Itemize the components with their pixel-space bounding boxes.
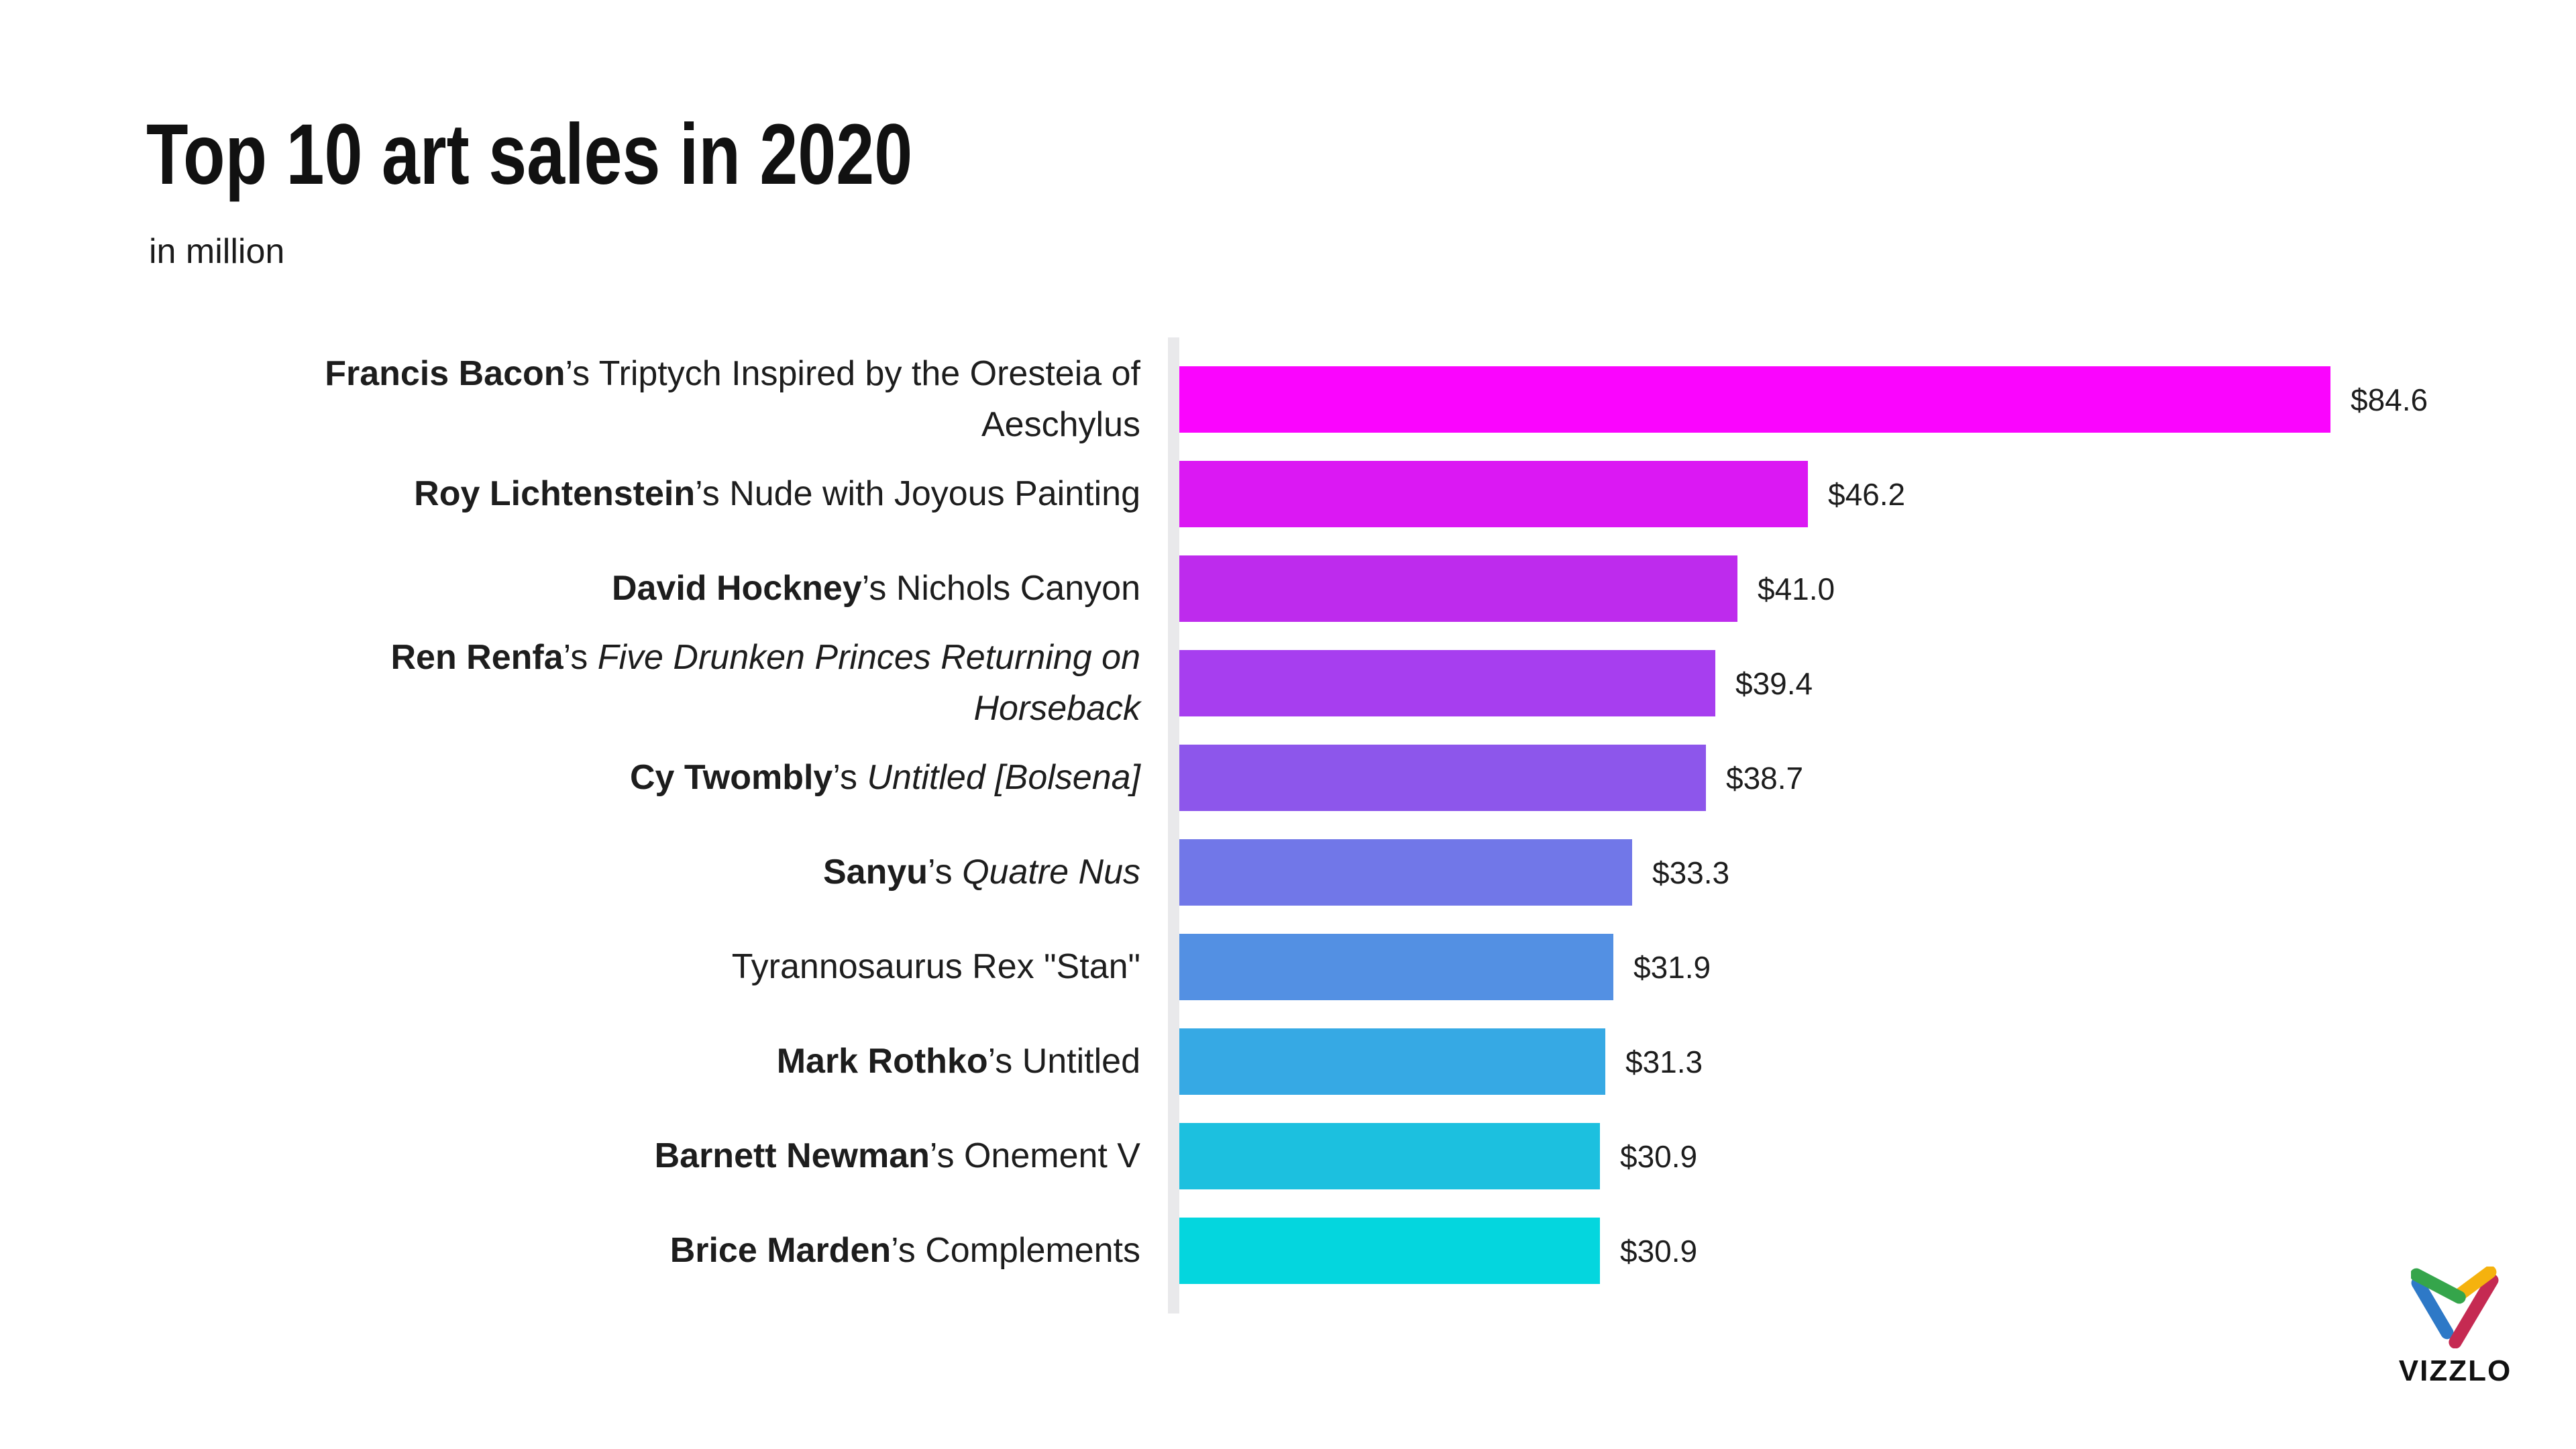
- possessive-text: ’s: [563, 638, 598, 678]
- bar[interactable]: [1179, 1123, 1600, 1189]
- artwork-title: Five Drunken Princes Returning on Horseb…: [597, 638, 1140, 728]
- vizzlo-logo-icon: [2411, 1267, 2499, 1348]
- bar-label: Brice Marden’s Complements: [148, 1226, 1140, 1276]
- bar-value-label: $31.3: [1625, 1044, 1703, 1079]
- bar-value-label: $39.4: [1735, 665, 1813, 701]
- chart-row: Cy Twombly’s Untitled [Bolsena] $38.7: [148, 731, 2482, 825]
- artwork-title: Triptych Inspired by the Oresteia of Aes…: [598, 354, 1140, 444]
- bar-value-label: $30.9: [1620, 1233, 1698, 1269]
- bar-value-label: $33.3: [1652, 855, 1730, 890]
- chart-row: Ren Renfa’s Five Drunken Princes Returni…: [148, 636, 2482, 731]
- artwork-title: Onement V: [963, 1136, 1140, 1175]
- bar-zone: $30.9: [1179, 1123, 1697, 1189]
- bar-label: Roy Lichtenstein’s Nude with Joyous Pain…: [148, 469, 1140, 519]
- possessive-text: ’s: [833, 757, 867, 797]
- bar-value-label: $30.9: [1620, 1138, 1698, 1174]
- bar-label: David Hockney’s Nichols Canyon: [148, 564, 1140, 614]
- bar-value-label: $38.7: [1726, 760, 1804, 796]
- artwork-title: Complements: [925, 1230, 1140, 1270]
- artist-name: David Hockney: [611, 568, 862, 608]
- bar[interactable]: [1179, 366, 2330, 433]
- chart-subtitle: in million: [149, 232, 285, 271]
- bar-zone: $84.6: [1179, 366, 2428, 433]
- bar-zone: $38.7: [1179, 745, 1803, 811]
- artist-name: Brice Marden: [669, 1230, 892, 1270]
- chart-row: Sanyu’s Quatre Nus $33.3: [148, 825, 2482, 920]
- artwork-title: Untitled [Bolsena]: [867, 757, 1140, 797]
- artwork-title: Quatre Nus: [962, 852, 1140, 892]
- y-axis-line: [1168, 337, 1179, 1313]
- bar-value-label: $31.9: [1633, 949, 1711, 985]
- artist-name: Roy Lichtenstein: [414, 474, 696, 513]
- chart-row: Brice Marden’s Complements $30.9: [148, 1203, 2482, 1298]
- bar[interactable]: [1179, 461, 1808, 527]
- artist-name: Barnett Newman: [654, 1136, 930, 1175]
- chart-rows: Francis Bacon’s Triptych Inspired by the…: [148, 352, 2482, 1298]
- artwork-title: Nude with Joyous Painting: [729, 474, 1140, 513]
- bar-label: Francis Bacon’s Triptych Inspired by the…: [148, 349, 1140, 450]
- bar-zone: $41.0: [1179, 555, 1835, 622]
- chart-row: Mark Rothko’s Untitled $31.3: [148, 1014, 2482, 1109]
- artist-name: Cy Twombly: [629, 757, 833, 797]
- artist-name: Ren Renfa: [390, 638, 564, 678]
- bar-zone: $39.4: [1179, 650, 1813, 716]
- bar-zone: $30.9: [1179, 1218, 1697, 1284]
- possessive-text: ’s: [987, 1041, 1022, 1081]
- bar[interactable]: [1179, 555, 1737, 622]
- chart-row: David Hockney’s Nichols Canyon $41.0: [148, 541, 2482, 636]
- bar-label: Sanyu’s Quatre Nus: [148, 847, 1140, 898]
- chart-title: Top 10 art sales in 2020: [146, 107, 913, 203]
- bar-zone: $31.9: [1179, 934, 1711, 1000]
- bar[interactable]: [1179, 650, 1715, 716]
- chart-row: Barnett Newman’s Onement V $30.9: [148, 1109, 2482, 1203]
- bar-zone: $31.3: [1179, 1028, 1703, 1095]
- bar-label: Barnett Newman’s Onement V: [148, 1131, 1140, 1181]
- artwork-title: Tyrannosaurus Rex "Stan": [731, 947, 1140, 986]
- artist-name: Sanyu: [822, 852, 928, 892]
- possessive-text: ’s: [861, 568, 896, 608]
- bar-label: Mark Rothko’s Untitled: [148, 1036, 1140, 1087]
- bar-value-label: $41.0: [1758, 571, 1835, 606]
- possessive-text: ’s: [928, 852, 963, 892]
- artwork-title: Nichols Canyon: [896, 568, 1140, 608]
- bar[interactable]: [1179, 1028, 1605, 1095]
- chart-row: Roy Lichtenstein’s Nude with Joyous Pain…: [148, 447, 2482, 541]
- possessive-text: ’s: [929, 1136, 964, 1175]
- vizzlo-watermark[interactable]: VIZZLO: [2388, 1267, 2522, 1386]
- vizzlo-wordmark: VIZZLO: [2398, 1354, 2512, 1387]
- possessive-text: ’s: [565, 354, 599, 394]
- chart-row: Tyrannosaurus Rex "Stan" $31.9: [148, 920, 2482, 1014]
- possessive-text: ’s: [891, 1230, 926, 1270]
- bar[interactable]: [1179, 745, 1706, 811]
- bar-label: Ren Renfa’s Five Drunken Princes Returni…: [148, 633, 1141, 734]
- possessive-text: ’s: [695, 474, 730, 513]
- bar-label: Cy Twombly’s Untitled [Bolsena]: [148, 753, 1140, 803]
- bar[interactable]: [1179, 839, 1632, 906]
- artist-name: Francis Bacon: [325, 354, 566, 394]
- artwork-title: Untitled: [1022, 1041, 1140, 1081]
- bar-value-label: $84.6: [2351, 382, 2428, 417]
- bar-label: Tyrannosaurus Rex "Stan": [148, 942, 1140, 992]
- bar[interactable]: [1179, 1218, 1600, 1284]
- bar-zone: $33.3: [1179, 839, 1729, 906]
- bar[interactable]: [1179, 934, 1613, 1000]
- bar-zone: $46.2: [1179, 461, 1905, 527]
- chart-row: Francis Bacon’s Triptych Inspired by the…: [148, 352, 2482, 447]
- bar-value-label: $46.2: [1828, 476, 1906, 512]
- artist-name: Mark Rothko: [776, 1041, 988, 1081]
